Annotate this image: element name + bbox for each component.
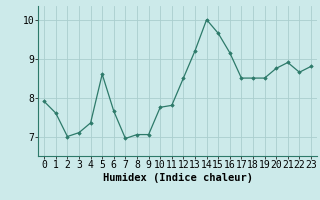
X-axis label: Humidex (Indice chaleur): Humidex (Indice chaleur) xyxy=(103,173,252,183)
